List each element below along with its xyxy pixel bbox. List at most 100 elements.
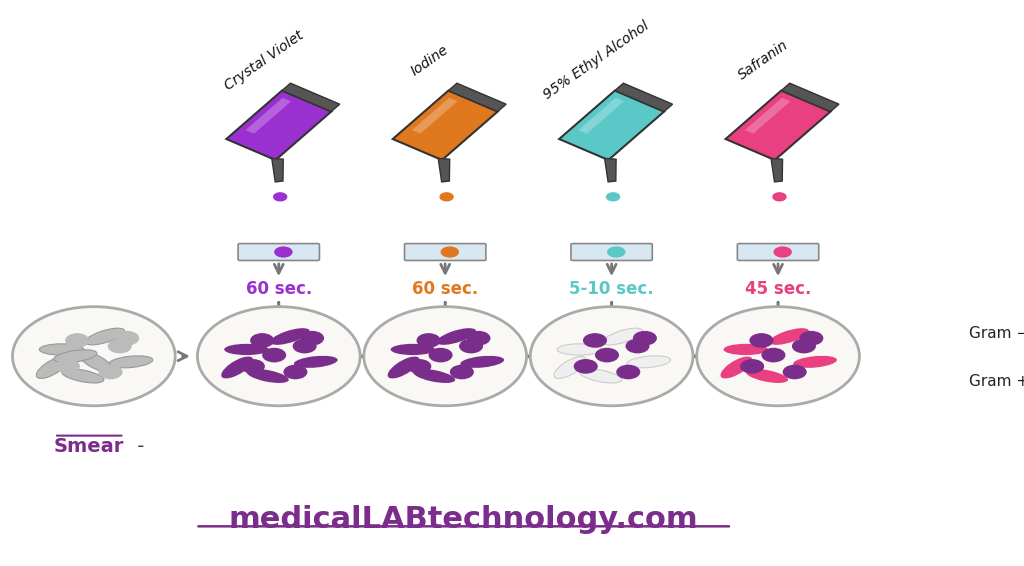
Circle shape: [616, 365, 640, 379]
Circle shape: [417, 333, 440, 348]
Polygon shape: [412, 98, 458, 134]
Circle shape: [573, 359, 598, 374]
Circle shape: [800, 331, 823, 345]
Ellipse shape: [724, 344, 768, 355]
Text: Smear: Smear: [54, 437, 124, 456]
Circle shape: [429, 348, 453, 362]
Ellipse shape: [294, 356, 338, 368]
Ellipse shape: [603, 328, 642, 345]
Circle shape: [408, 359, 431, 374]
Circle shape: [773, 246, 792, 258]
Ellipse shape: [54, 350, 97, 363]
Ellipse shape: [460, 356, 504, 368]
Polygon shape: [226, 91, 331, 160]
Circle shape: [241, 359, 265, 374]
Ellipse shape: [721, 357, 753, 379]
Circle shape: [364, 307, 526, 406]
Polygon shape: [282, 83, 340, 112]
Text: 95% Ethyl Alcohol: 95% Ethyl Alcohol: [541, 19, 652, 102]
Circle shape: [782, 365, 807, 379]
Polygon shape: [273, 193, 287, 201]
Circle shape: [530, 307, 693, 406]
Polygon shape: [614, 83, 673, 112]
Ellipse shape: [436, 328, 476, 345]
Ellipse shape: [554, 357, 586, 379]
Ellipse shape: [61, 369, 103, 383]
Circle shape: [56, 359, 80, 374]
Ellipse shape: [580, 369, 622, 383]
FancyBboxPatch shape: [239, 243, 319, 260]
Polygon shape: [440, 193, 453, 201]
Polygon shape: [559, 91, 665, 160]
Text: Iodine: Iodine: [409, 42, 452, 78]
Text: Gram −: Gram −: [969, 326, 1024, 341]
FancyBboxPatch shape: [404, 243, 485, 260]
Circle shape: [750, 333, 773, 348]
Ellipse shape: [39, 344, 84, 355]
Circle shape: [583, 333, 607, 348]
Polygon shape: [781, 83, 839, 112]
Polygon shape: [449, 83, 506, 112]
Ellipse shape: [36, 357, 69, 379]
Ellipse shape: [794, 356, 837, 368]
Text: Crystal Violet: Crystal Violet: [221, 28, 306, 93]
Circle shape: [98, 365, 123, 379]
Ellipse shape: [627, 356, 671, 368]
Ellipse shape: [413, 369, 456, 383]
FancyBboxPatch shape: [737, 243, 819, 260]
Polygon shape: [726, 91, 830, 160]
FancyBboxPatch shape: [571, 243, 652, 260]
Circle shape: [626, 339, 649, 353]
Circle shape: [595, 348, 620, 362]
Polygon shape: [271, 158, 284, 182]
Circle shape: [300, 331, 324, 345]
Circle shape: [467, 331, 490, 345]
Circle shape: [762, 348, 785, 362]
Polygon shape: [579, 98, 624, 134]
Circle shape: [450, 365, 474, 379]
Ellipse shape: [85, 328, 125, 345]
Text: -: -: [131, 437, 144, 456]
Text: 5-10 sec.: 5-10 sec.: [569, 280, 654, 298]
Circle shape: [293, 339, 316, 353]
Ellipse shape: [270, 328, 309, 345]
Circle shape: [284, 365, 307, 379]
Polygon shape: [606, 193, 620, 201]
Ellipse shape: [79, 351, 113, 372]
Text: 60 sec.: 60 sec.: [412, 280, 478, 298]
Circle shape: [792, 339, 816, 353]
Ellipse shape: [745, 369, 788, 383]
Polygon shape: [393, 91, 498, 160]
Ellipse shape: [221, 357, 253, 379]
Circle shape: [607, 246, 626, 258]
Ellipse shape: [109, 356, 153, 368]
Circle shape: [115, 331, 139, 345]
Polygon shape: [744, 98, 791, 134]
Circle shape: [440, 246, 459, 258]
Circle shape: [250, 333, 274, 348]
Ellipse shape: [769, 328, 809, 345]
Text: medicalLABtechnology.com: medicalLABtechnology.com: [229, 505, 698, 534]
Circle shape: [740, 359, 764, 374]
Circle shape: [274, 246, 293, 258]
Circle shape: [198, 307, 360, 406]
Polygon shape: [604, 158, 616, 182]
Circle shape: [633, 331, 657, 345]
Ellipse shape: [390, 344, 435, 355]
Ellipse shape: [388, 357, 420, 379]
Ellipse shape: [224, 344, 268, 355]
Ellipse shape: [557, 344, 601, 355]
Ellipse shape: [247, 369, 289, 383]
Polygon shape: [438, 158, 450, 182]
Text: 45 sec.: 45 sec.: [744, 280, 811, 298]
Text: Safranin: Safranin: [735, 38, 791, 83]
Circle shape: [696, 307, 859, 406]
Circle shape: [12, 307, 175, 406]
Polygon shape: [246, 98, 291, 134]
Text: Gram +: Gram +: [969, 374, 1024, 389]
Circle shape: [262, 348, 286, 362]
Polygon shape: [771, 158, 782, 182]
Polygon shape: [773, 193, 786, 201]
Circle shape: [459, 339, 483, 353]
Circle shape: [108, 339, 132, 353]
